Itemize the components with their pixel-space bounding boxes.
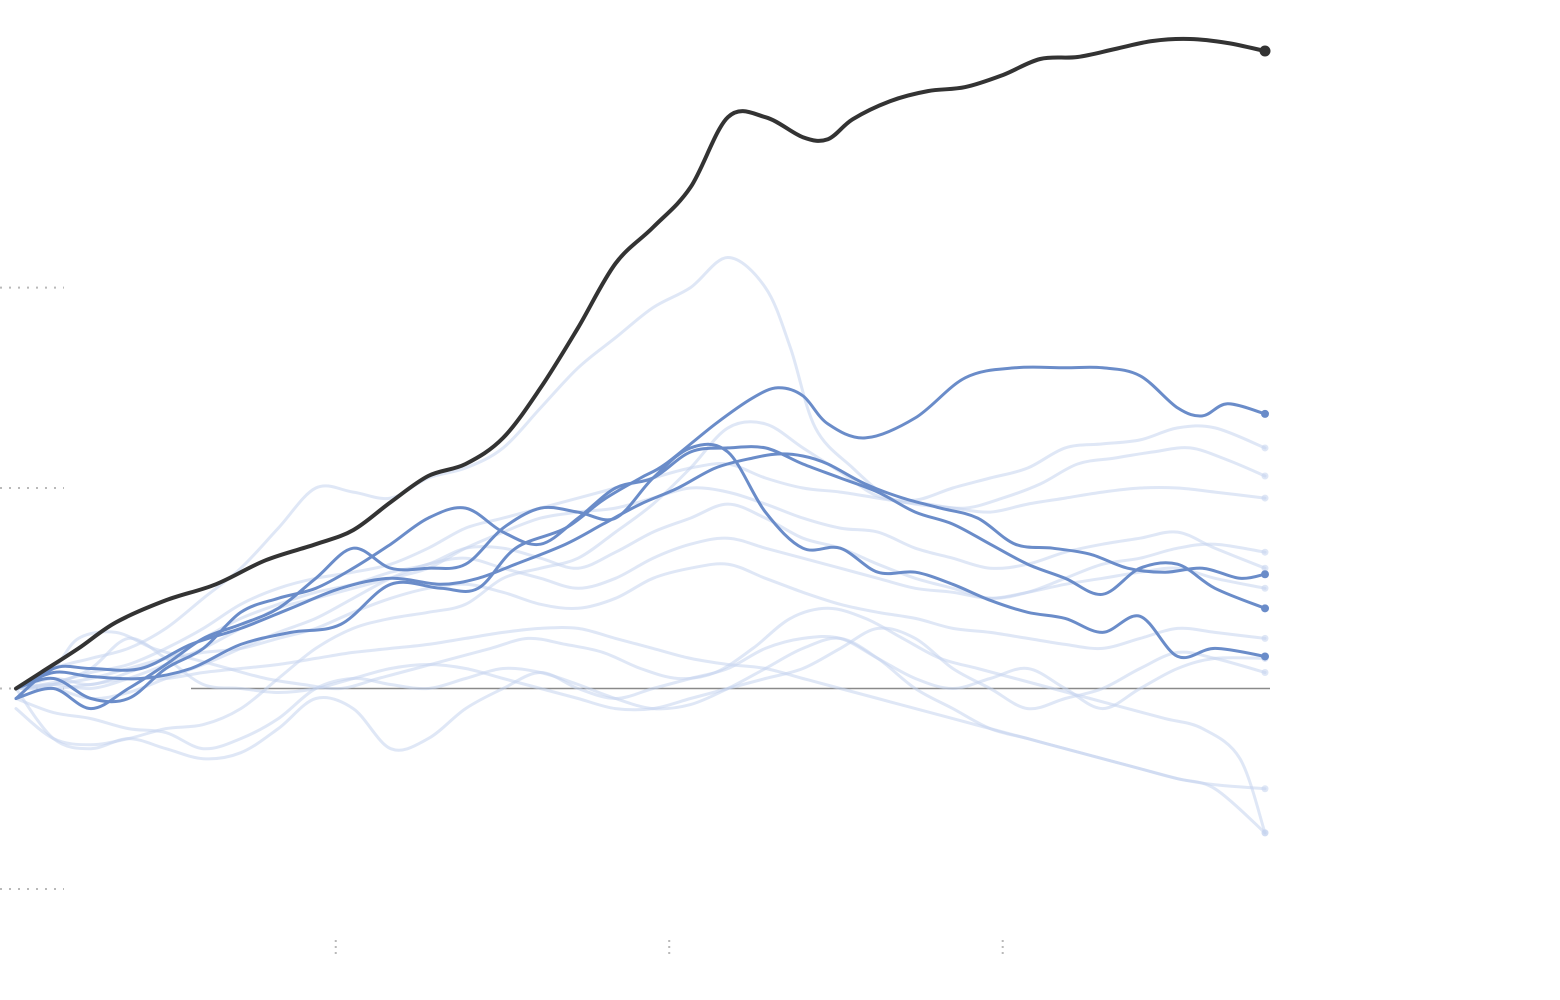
background-series-line[interactable] bbox=[14, 486, 1267, 691]
series-end-marker bbox=[1261, 668, 1269, 676]
series-end-marker bbox=[1261, 785, 1269, 793]
series-end-marker bbox=[1261, 472, 1269, 480]
background-series-line[interactable] bbox=[14, 635, 1267, 761]
background-series-line[interactable] bbox=[14, 625, 1267, 835]
series-end-marker bbox=[1261, 494, 1269, 502]
background-series-line[interactable] bbox=[14, 562, 1267, 690]
x-ticks bbox=[334, 940, 1004, 954]
series-end-marker bbox=[1261, 570, 1269, 579]
series-end-marker bbox=[1261, 604, 1269, 613]
background-series bbox=[14, 256, 1269, 837]
series-end-marker bbox=[1259, 45, 1271, 57]
series-end-marker bbox=[1261, 444, 1269, 452]
series-end-marker bbox=[1261, 564, 1269, 572]
highlighted-series-line[interactable] bbox=[14, 36, 1267, 691]
series-end-marker bbox=[1261, 829, 1269, 837]
selected-series bbox=[14, 365, 1269, 711]
background-series-line[interactable] bbox=[14, 536, 1267, 701]
y-gridlines bbox=[0, 286, 64, 890]
background-series-line[interactable] bbox=[14, 420, 1267, 747]
selected-series-line[interactable] bbox=[14, 445, 1267, 704]
series-end-marker bbox=[1261, 652, 1269, 661]
series-end-marker bbox=[1261, 409, 1269, 418]
selected-series-line[interactable] bbox=[14, 365, 1267, 690]
background-series-line[interactable] bbox=[14, 462, 1267, 690]
selected-series-line[interactable] bbox=[14, 452, 1267, 700]
series-end-marker bbox=[1261, 634, 1269, 642]
series-end-marker bbox=[1261, 584, 1269, 592]
series-end-marker bbox=[1261, 548, 1269, 556]
highlighted-series bbox=[14, 36, 1271, 691]
background-series-line[interactable] bbox=[14, 626, 1267, 712]
background-series-line[interactable] bbox=[14, 606, 1267, 835]
